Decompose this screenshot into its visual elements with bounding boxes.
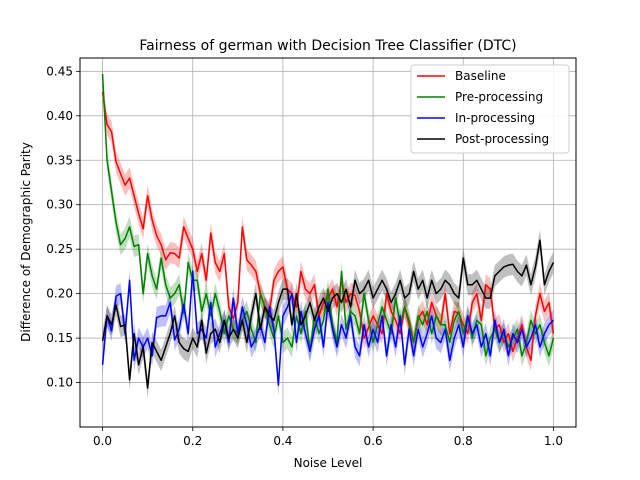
- legend-label-post-processing: Post-processing: [455, 132, 549, 146]
- x-tick-label: 0.4: [273, 434, 292, 448]
- y-tick-label: 0.45: [46, 64, 73, 78]
- y-tick-label: 0.35: [46, 153, 73, 167]
- y-tick-label: 0.15: [46, 331, 73, 345]
- y-axis-ticks: 0.10 0.15 0.20 0.25 0.30 0.35 0.40 0.45: [46, 64, 80, 390]
- x-axis-ticks: 0.0 0.2 0.4 0.6 0.8 1.0: [93, 427, 563, 448]
- y-tick-label: 0.20: [46, 287, 73, 301]
- legend-label-pre-processing: Pre-processing: [455, 90, 543, 104]
- legend-label-in-processing: In-processing: [455, 111, 535, 125]
- y-tick-label: 0.40: [46, 109, 73, 123]
- x-tick-label: 0.0: [93, 434, 112, 448]
- confidence-bands: [102, 63, 554, 399]
- x-tick-label: 0.2: [183, 434, 202, 448]
- y-tick-label: 0.30: [46, 198, 73, 212]
- post-processing-line: [101, 239, 555, 389]
- pre-processing-band: [102, 63, 554, 367]
- y-axis-label: Difference of Demographic Parity: [19, 142, 33, 342]
- baseline-band: [102, 81, 554, 371]
- x-tick-label: 0.8: [454, 434, 473, 448]
- y-tick-label: 0.25: [46, 242, 73, 256]
- legend-box: [410, 64, 570, 154]
- series-lines: [101, 73, 555, 389]
- y-tick-label: 0.10: [46, 376, 73, 390]
- plot-frame: [79, 57, 577, 428]
- baseline-line: [101, 91, 555, 362]
- post-processing-band: [102, 229, 554, 399]
- x-axis-label: Noise Level: [294, 456, 363, 470]
- legend: Baseline Pre-processing In-processing Post-…: [410, 64, 570, 154]
- pre-processing-line: [101, 73, 555, 357]
- x-tick-label: 0.6: [364, 434, 383, 448]
- legend-label-baseline: Baseline: [455, 69, 506, 83]
- x-tick-label: 1.0: [544, 434, 563, 448]
- chart-title: Fairness of german with Decision Tree Cl…: [139, 38, 516, 54]
